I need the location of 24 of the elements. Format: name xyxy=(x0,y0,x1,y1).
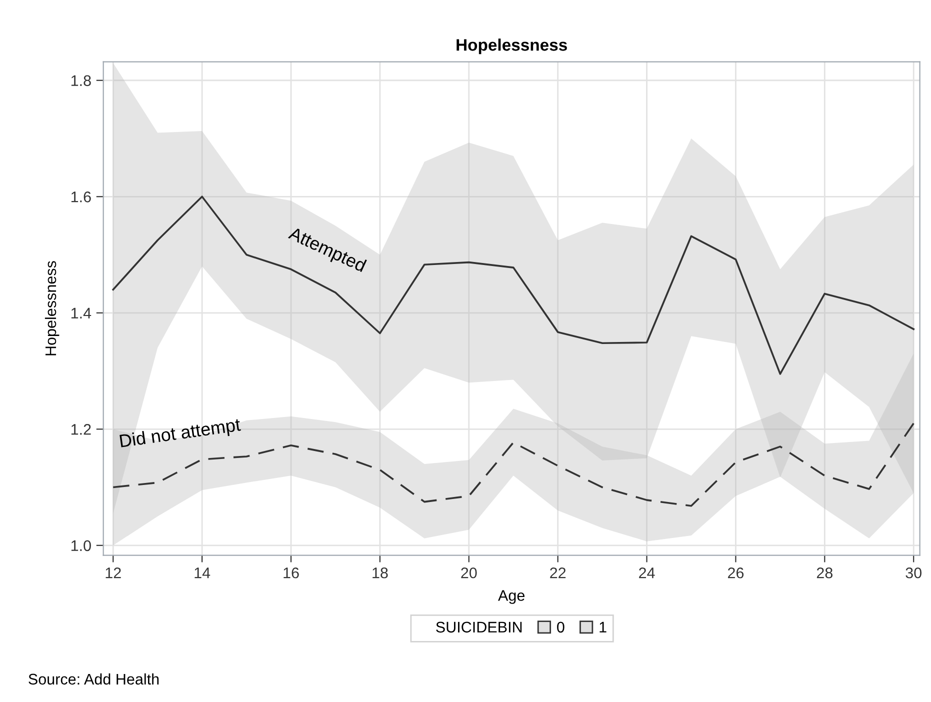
x-tick-label: 24 xyxy=(639,567,655,578)
y-tick-label: 1.2 xyxy=(71,424,91,435)
legend-label: 1 xyxy=(600,622,606,632)
y-tick-label: 1.0 xyxy=(71,540,91,552)
x-tick-label: 20 xyxy=(461,567,477,578)
x-tick-label: 16 xyxy=(284,567,299,578)
y-tick-label: 1.4 xyxy=(71,308,92,318)
x-tick-label: 26 xyxy=(728,567,744,578)
x-tick-label: 30 xyxy=(906,567,922,578)
annotation: Did not attempt xyxy=(120,418,242,452)
y-axis-title: Hopelessness xyxy=(44,261,60,356)
x-tick-label: 28 xyxy=(816,567,832,578)
x-tick-label: 14 xyxy=(194,568,210,578)
y-tick-label: 1.6 xyxy=(71,192,91,202)
x-axis-title: Age xyxy=(498,590,524,604)
source-note: Source: Add Health xyxy=(28,673,159,685)
x-tick-label: 18 xyxy=(372,567,388,578)
chart-title: Hopelessness xyxy=(456,38,567,54)
legend-label: 0 xyxy=(557,622,564,633)
x-tick-label: 12 xyxy=(106,567,121,578)
x-tick-label: 22 xyxy=(550,567,566,578)
line-series xyxy=(112,196,915,375)
legend-title: SUICIDEBIN xyxy=(436,622,522,633)
y-tick-label: 1.8 xyxy=(71,75,91,86)
